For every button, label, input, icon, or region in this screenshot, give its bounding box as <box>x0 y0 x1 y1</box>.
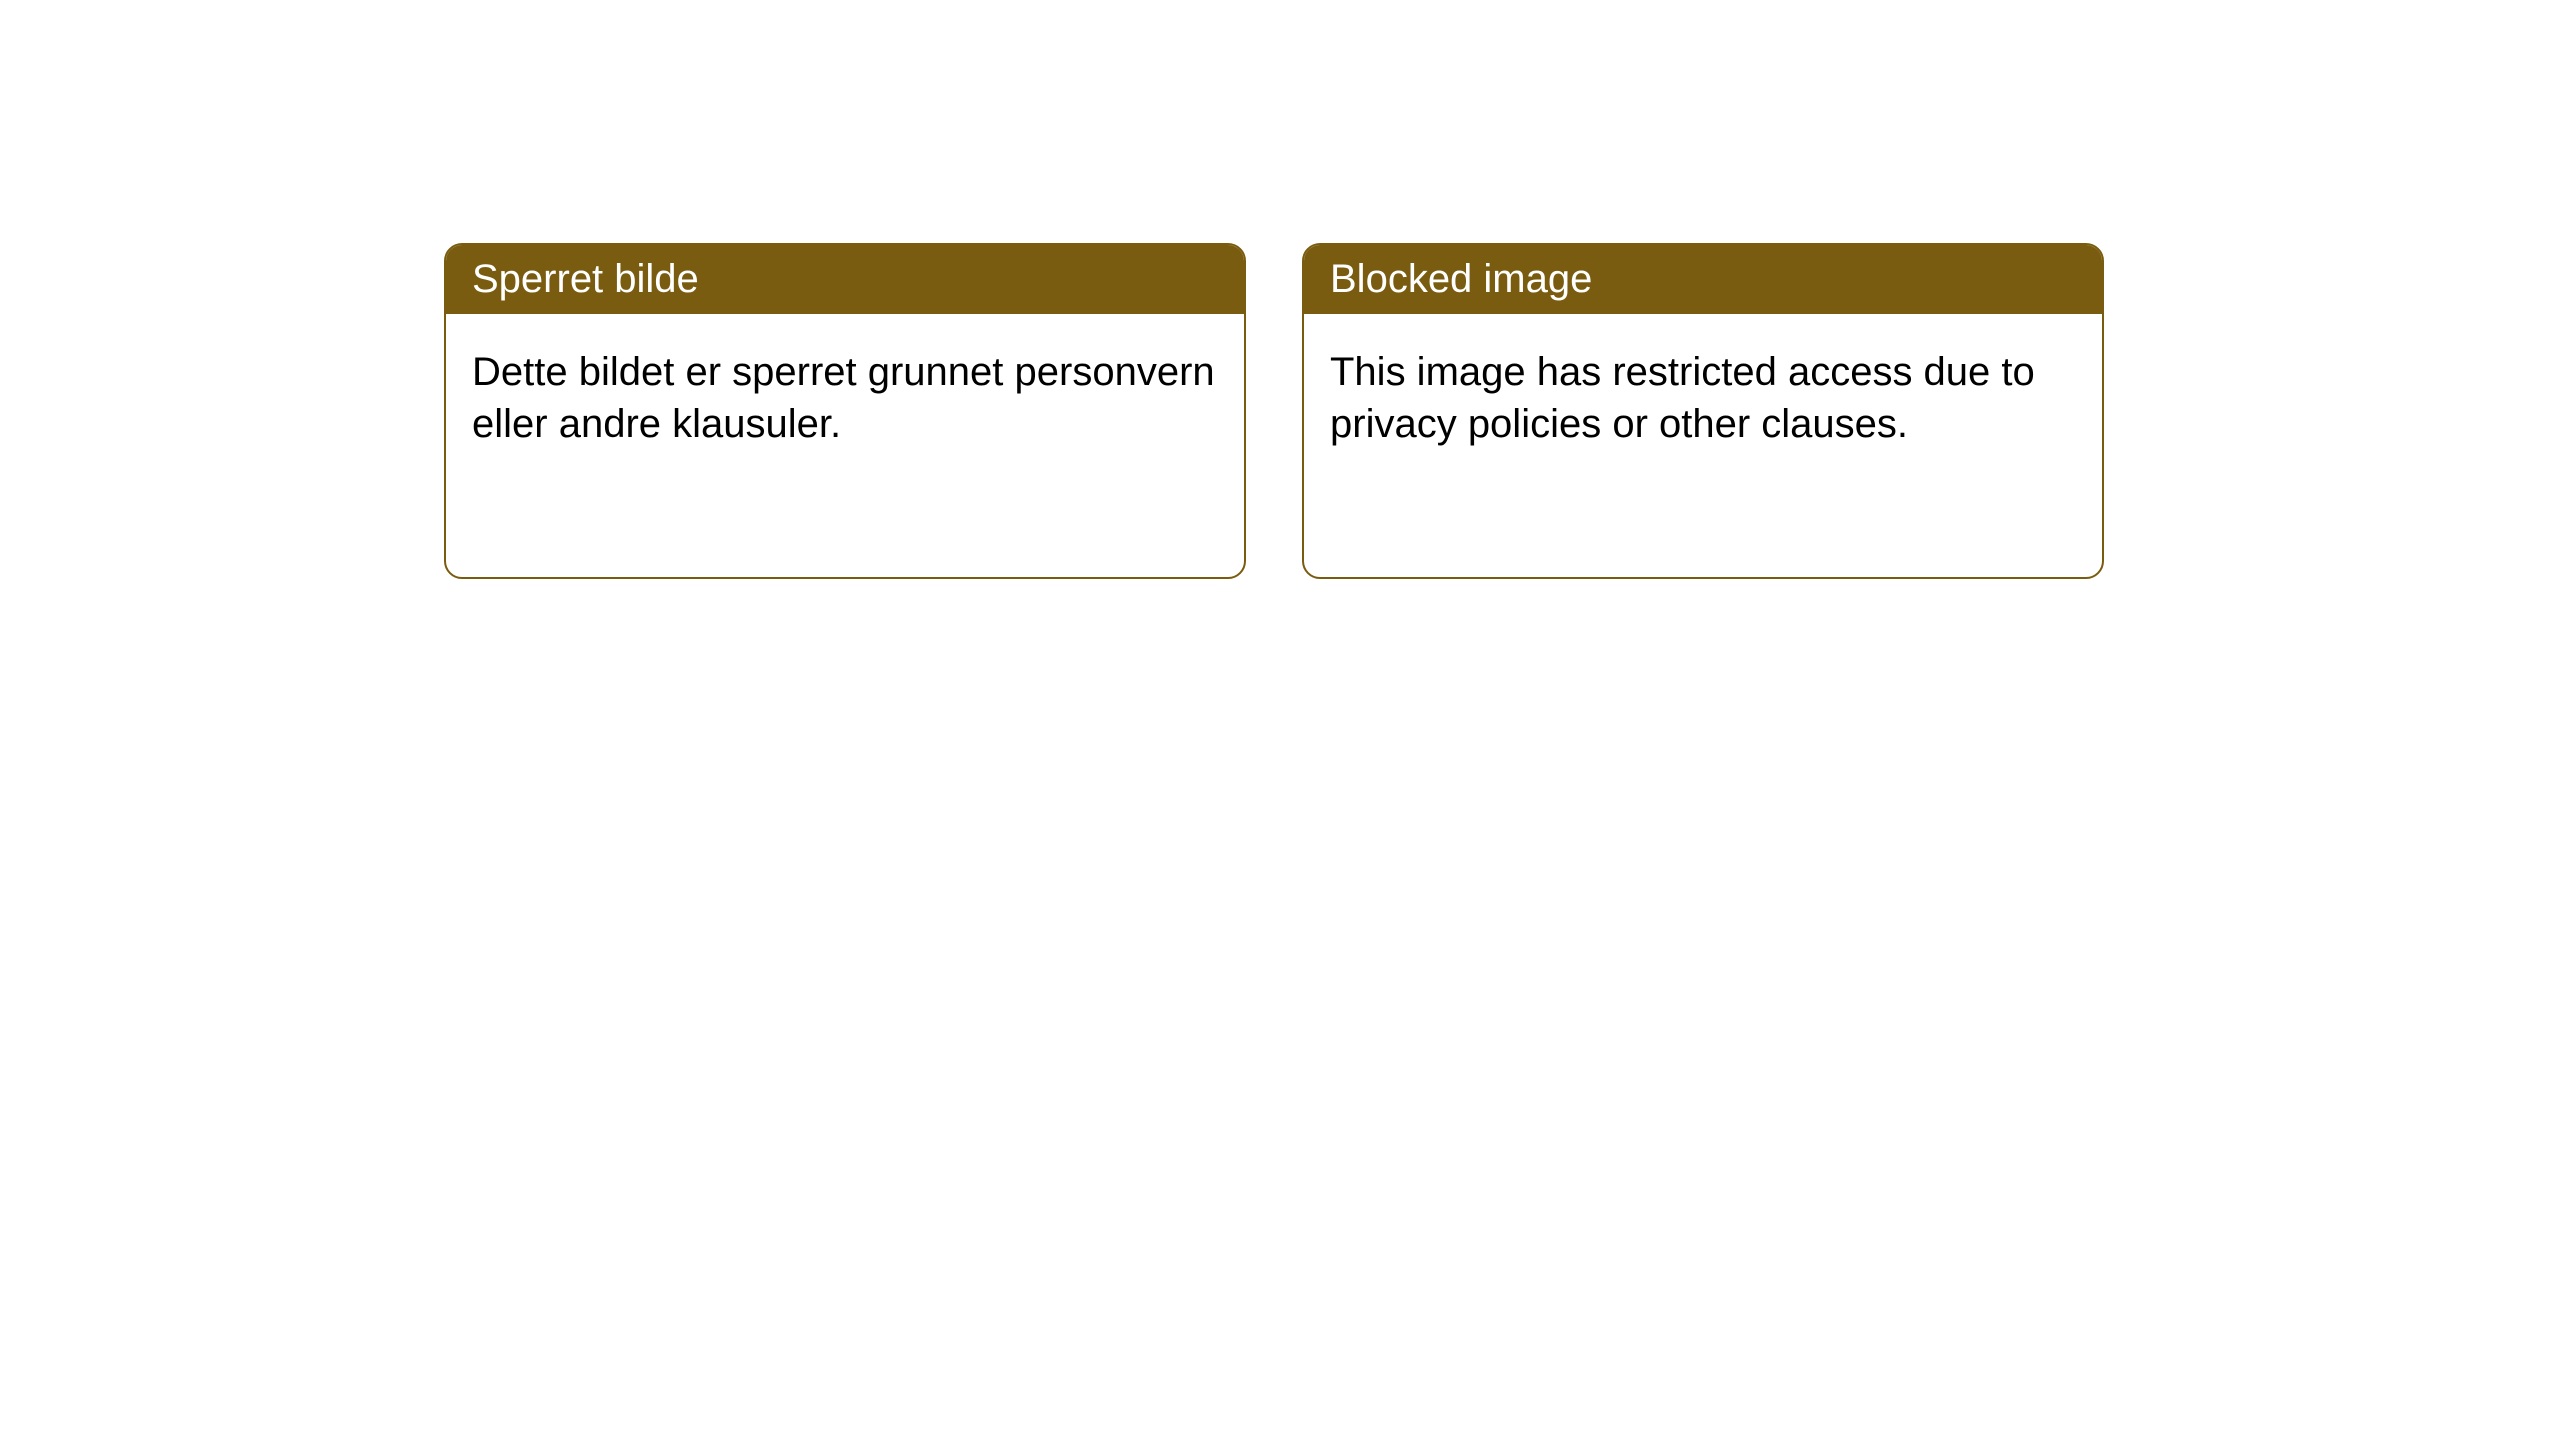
card-title: Blocked image <box>1330 257 1592 301</box>
card-body-text: Dette bildet er sperret grunnet personve… <box>472 350 1215 446</box>
card-header: Sperret bilde <box>446 245 1244 314</box>
notice-cards-container: Sperret bilde Dette bildet er sperret gr… <box>444 243 2104 579</box>
card-body: Dette bildet er sperret grunnet personve… <box>446 314 1244 482</box>
notice-card-norwegian: Sperret bilde Dette bildet er sperret gr… <box>444 243 1246 579</box>
card-body-text: This image has restricted access due to … <box>1330 350 2035 446</box>
card-body: This image has restricted access due to … <box>1304 314 2102 482</box>
notice-card-english: Blocked image This image has restricted … <box>1302 243 2104 579</box>
card-title: Sperret bilde <box>472 257 699 301</box>
card-header: Blocked image <box>1304 245 2102 314</box>
